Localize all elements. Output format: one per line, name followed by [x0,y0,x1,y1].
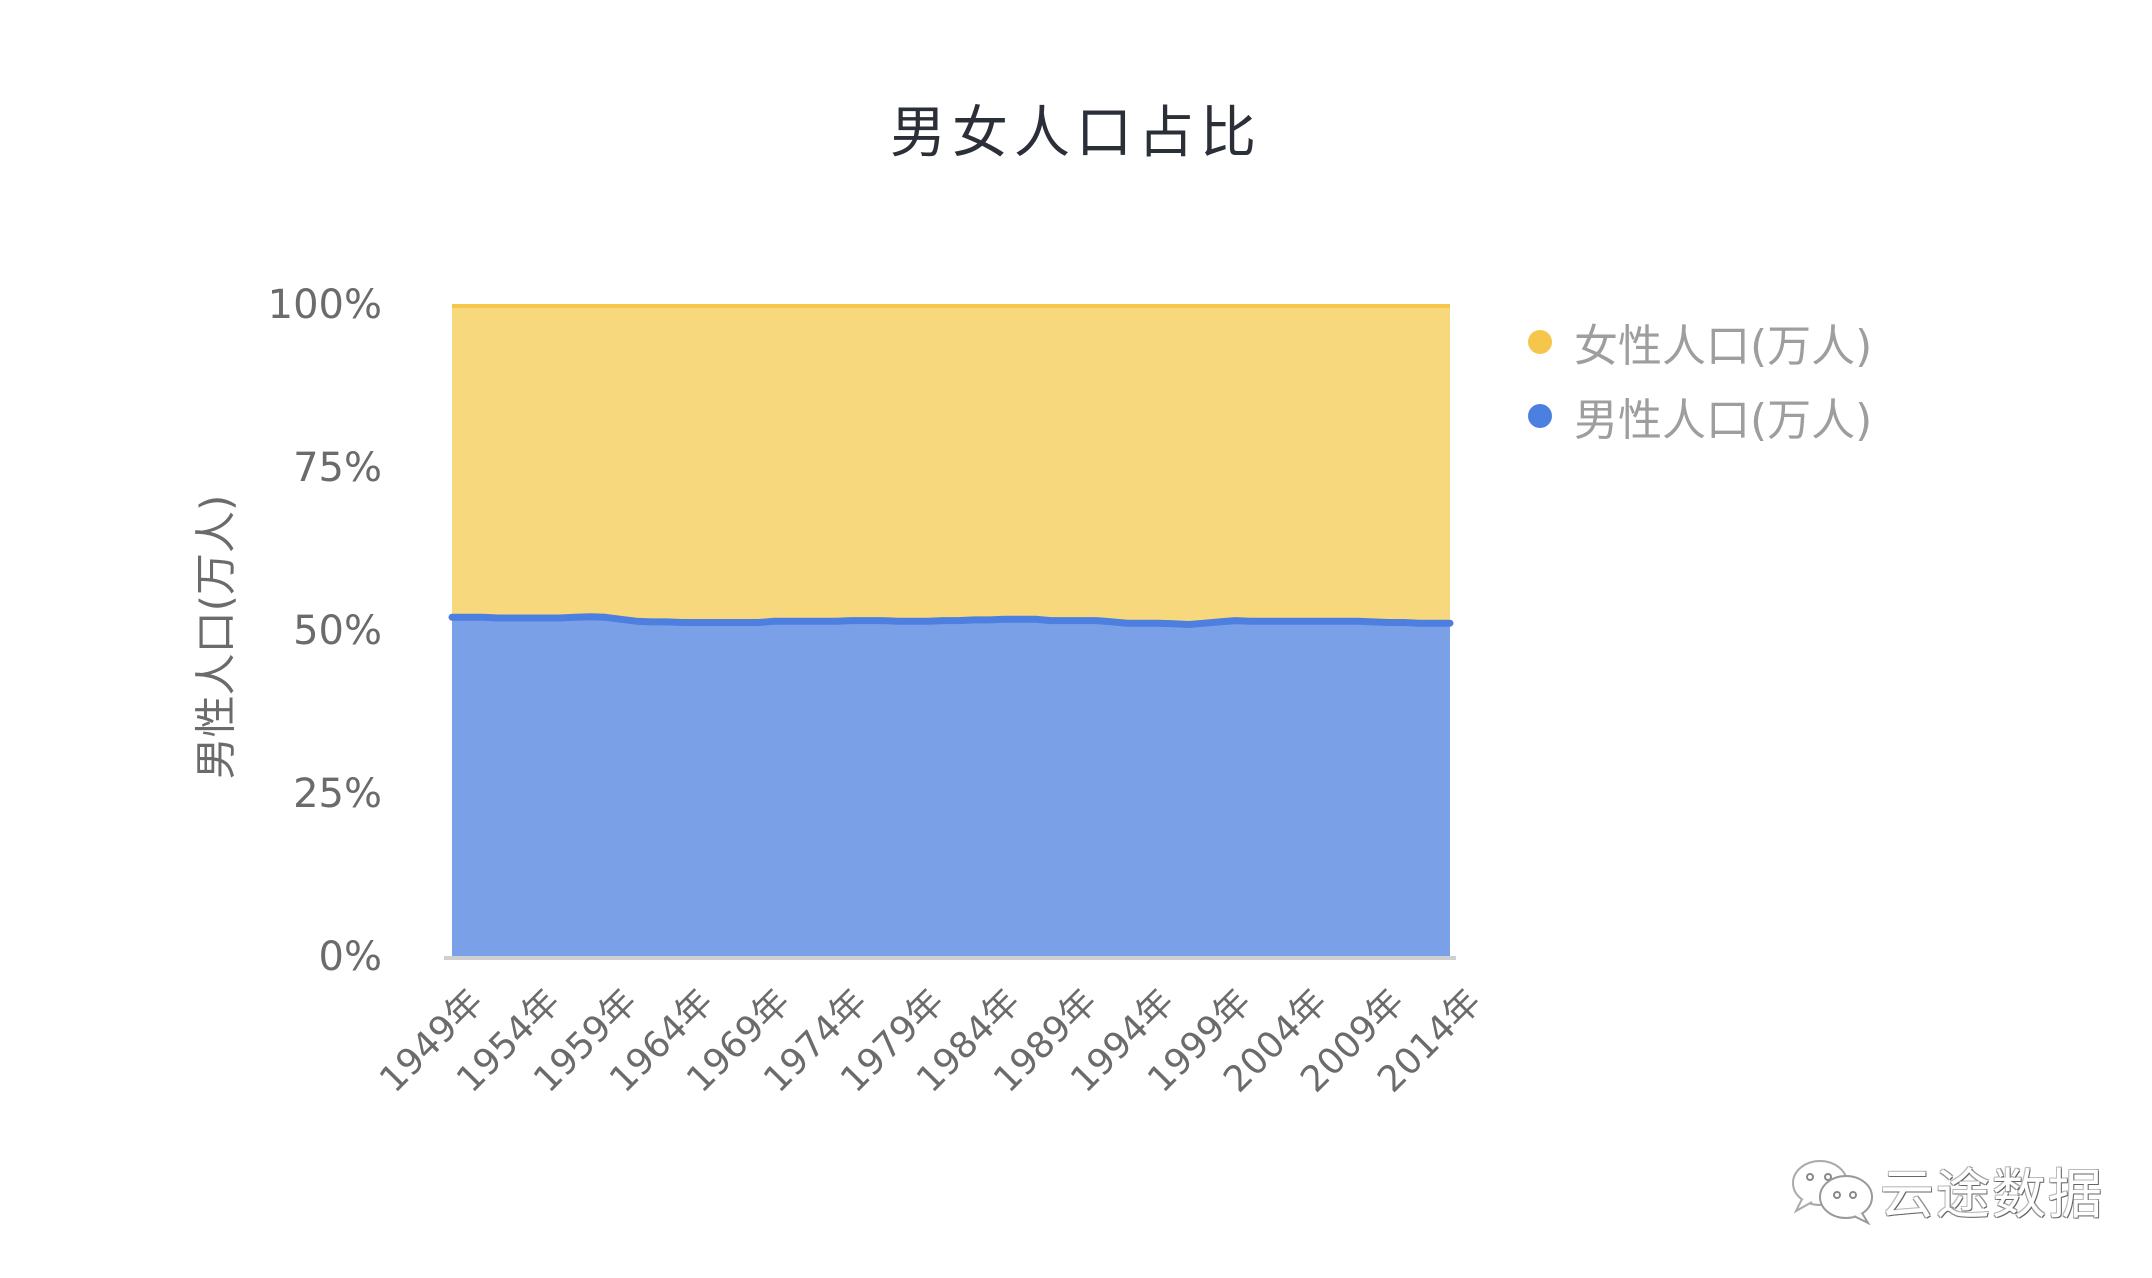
y-tick-label: 25% [293,771,382,817]
wechat-icon [1792,1159,1873,1225]
watermark: 云途数据 [1790,1150,2104,1229]
legend-dot-male-icon [1528,404,1552,428]
watermark-text: 云途数据 [1880,1163,2104,1226]
legend-dot-female-icon [1528,330,1552,354]
legend: 女性人口(万人) 男性人口(万人) [1528,305,1872,453]
chart-title: 男女人口占比 [890,101,1262,166]
legend-item-female[interactable]: 女性人口(万人) [1528,305,1872,379]
y-tick-label: 100% [267,282,382,328]
y-tick-label: 50% [293,608,382,654]
male-area [452,616,1450,957]
legend-label-male: 男性人口(万人) [1574,395,1873,446]
legend-label-female: 女性人口(万人) [1574,321,1873,372]
legend-item-male[interactable]: 男性人口(万人) [1528,379,1872,453]
male-boundary-line [448,613,1454,628]
y-tick-label: 0% [318,934,382,980]
y-tick-label: 75% [293,445,382,491]
